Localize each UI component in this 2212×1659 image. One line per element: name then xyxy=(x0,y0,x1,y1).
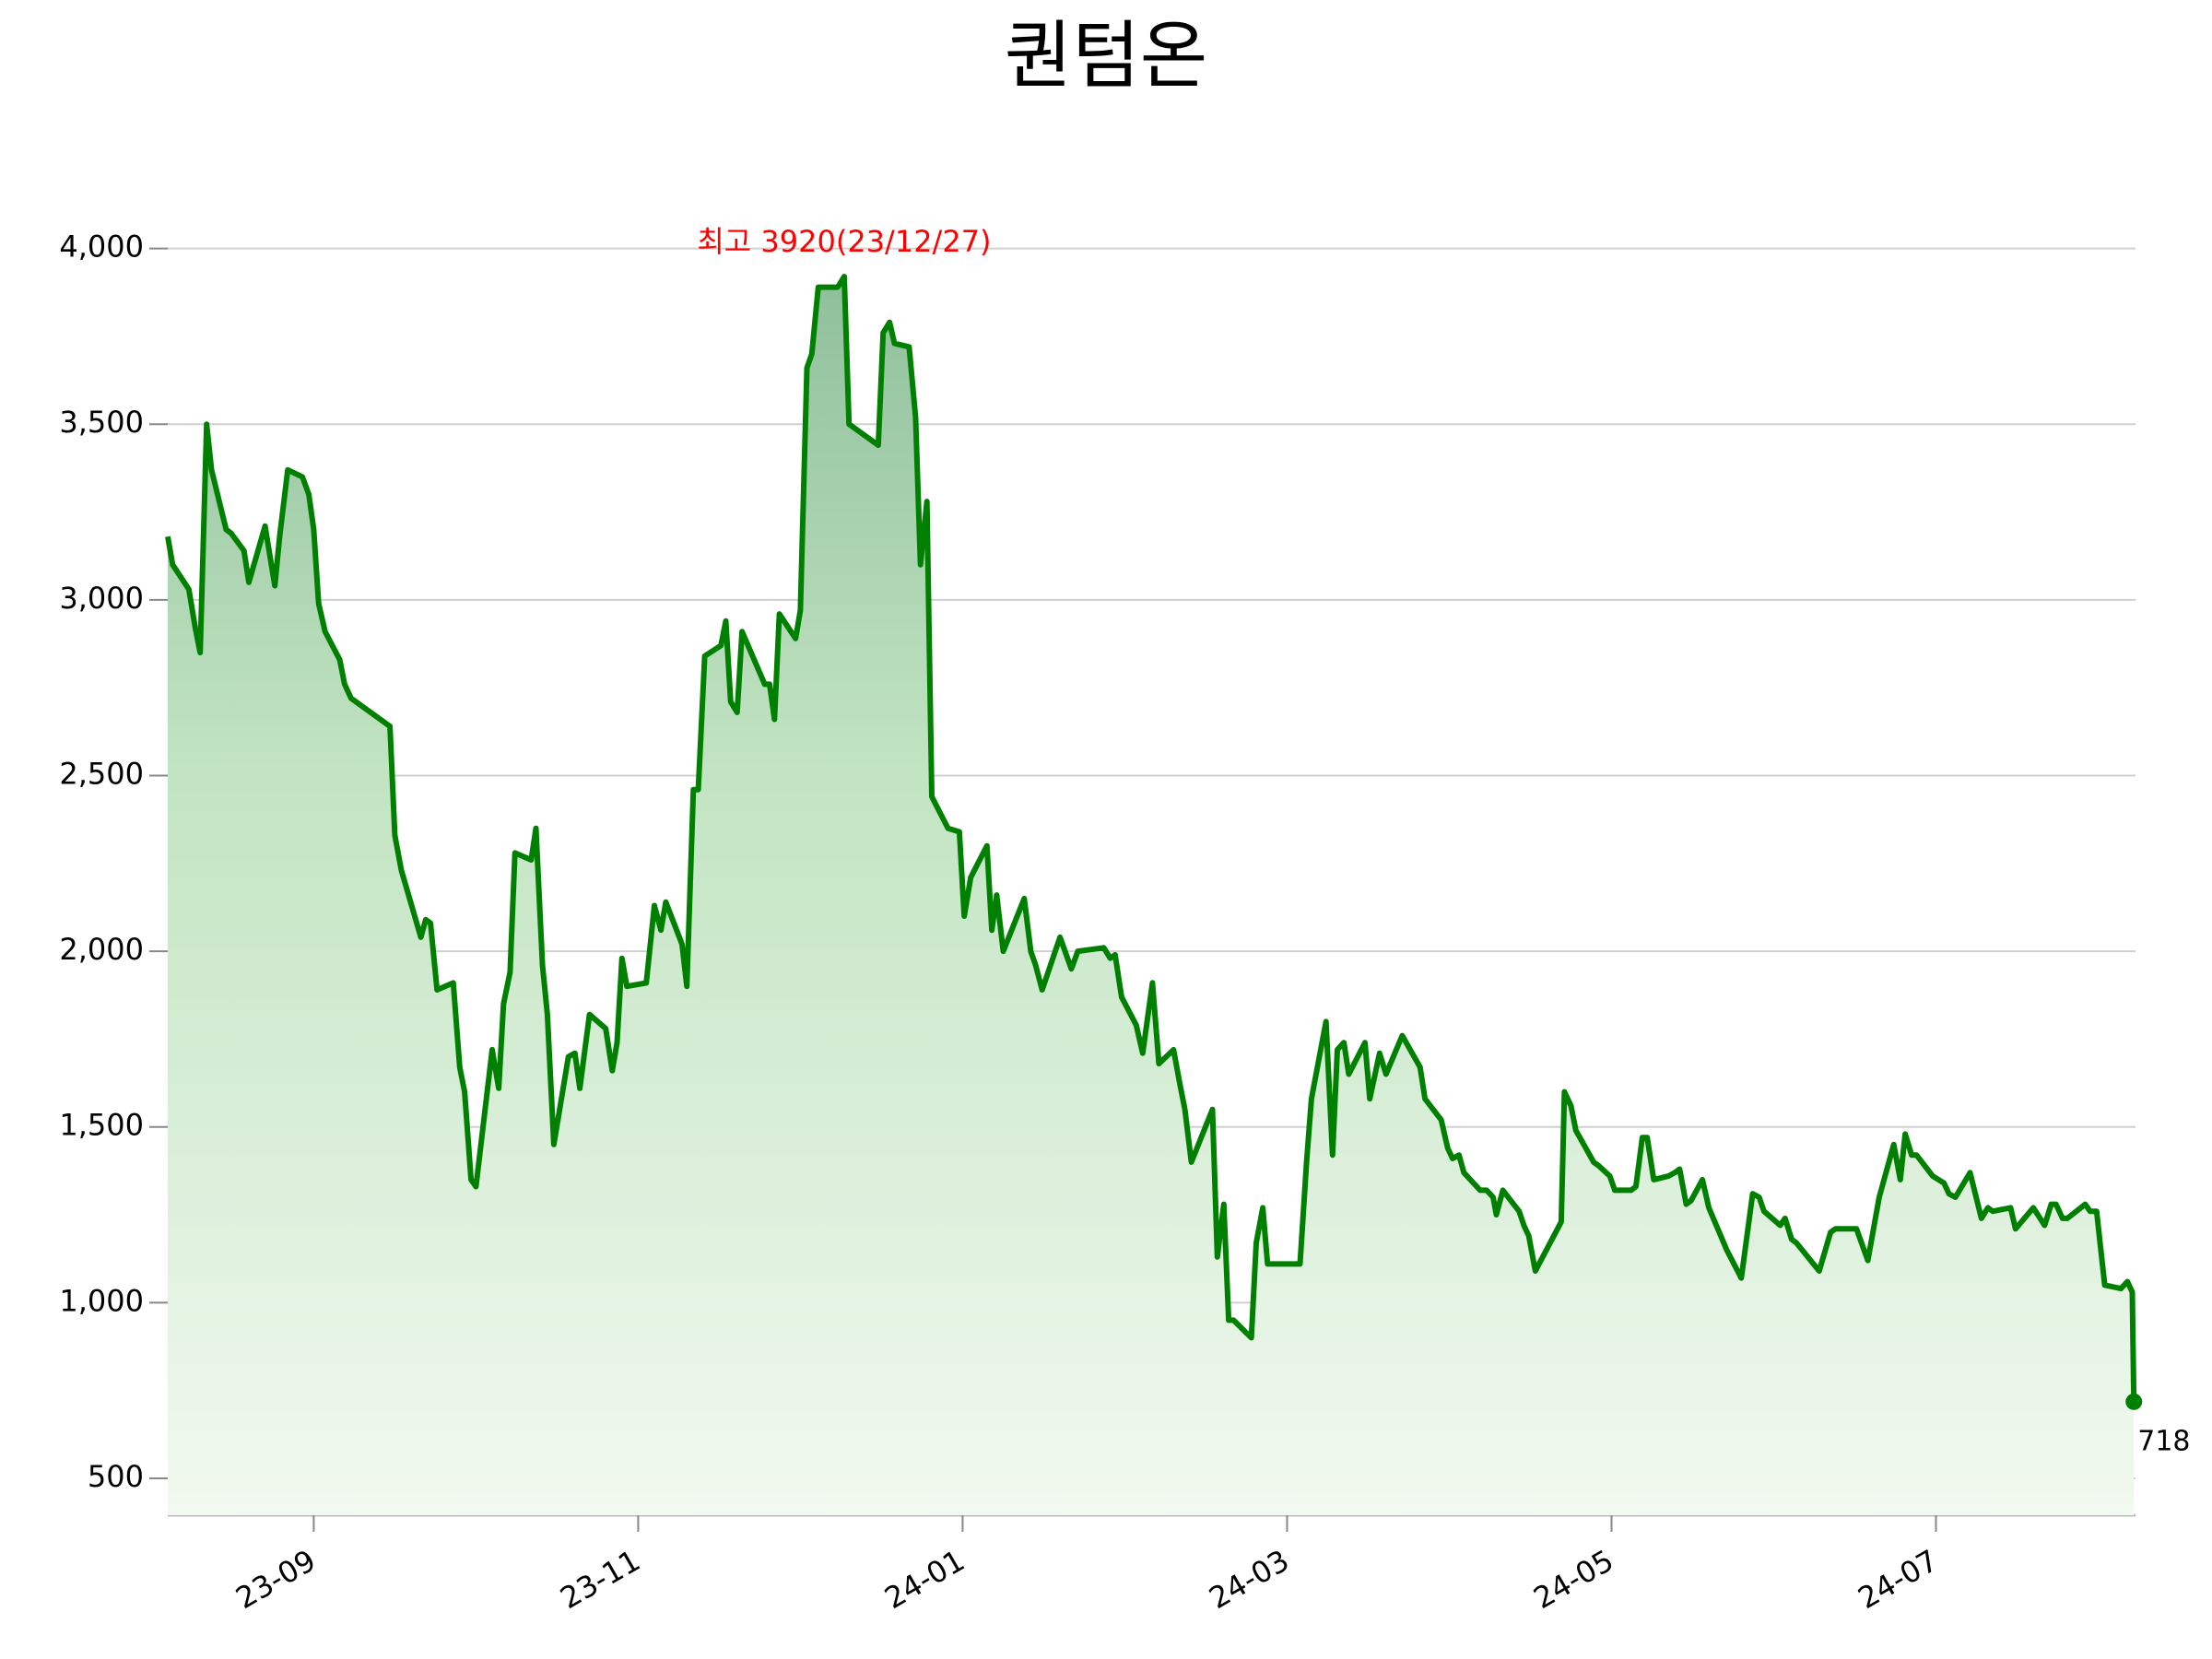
y-tick-label: 1,500 xyxy=(59,1108,144,1143)
y-tick-label: 3,000 xyxy=(59,581,144,616)
x-tick-label: 24-01 xyxy=(878,1543,971,1616)
x-tick-label: 24-03 xyxy=(1203,1543,1295,1616)
annotation: 최고 3920(23/12/27) xyxy=(697,224,991,259)
area xyxy=(168,276,2135,1516)
y-tick-label: 4,000 xyxy=(59,229,144,265)
x-tick-label: 23-09 xyxy=(229,1543,322,1616)
end-marker xyxy=(2125,1393,2143,1410)
line xyxy=(165,274,2137,1402)
y-tick-label: 1,000 xyxy=(59,1283,144,1318)
x-tick-label: 24-07 xyxy=(1852,1543,1944,1616)
x-tick-label: 23-11 xyxy=(554,1543,646,1616)
y-tick-label: 2,000 xyxy=(59,932,144,967)
chart-title: 퀀텀온 xyxy=(1005,13,1208,99)
y-tick-label: 500 xyxy=(88,1459,144,1494)
x-tick-label: 24-05 xyxy=(1527,1543,1619,1616)
value-label: 718 xyxy=(2137,1425,2190,1457)
y-tick-label: 3,500 xyxy=(59,405,144,440)
y-tick-label: 2,500 xyxy=(59,756,144,791)
